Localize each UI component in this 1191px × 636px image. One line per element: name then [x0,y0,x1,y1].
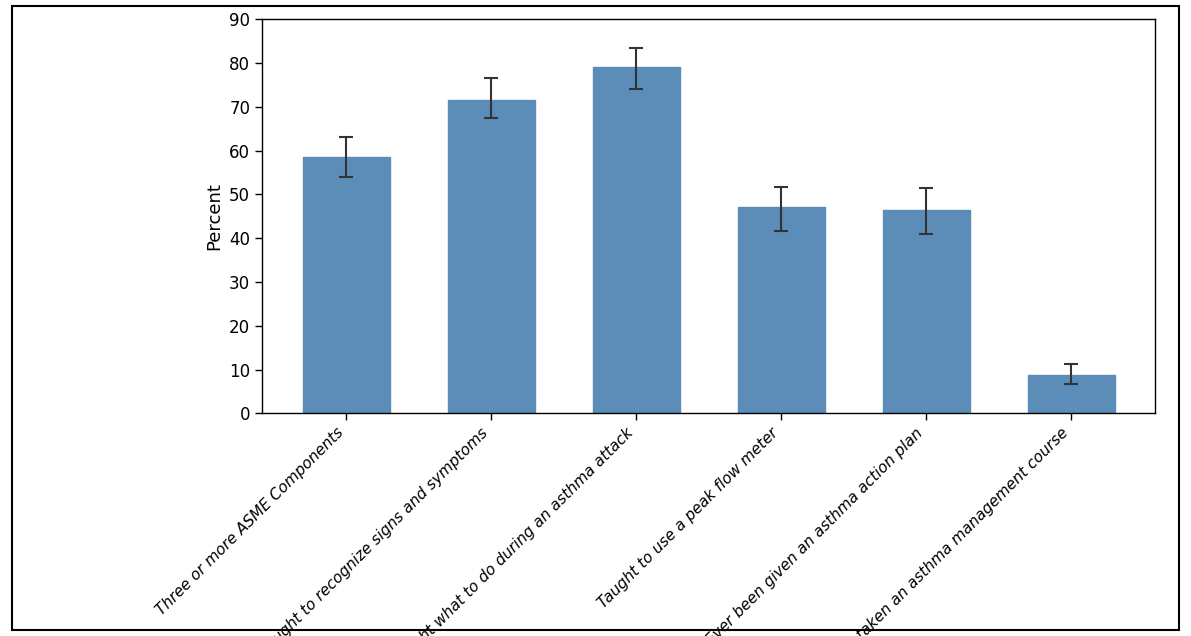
Bar [593,67,680,413]
Bar [303,157,389,413]
Bar [1028,375,1115,413]
Bar [448,100,535,413]
Bar [883,210,969,413]
Y-axis label: Percent: Percent [206,183,224,250]
Bar [737,207,824,413]
